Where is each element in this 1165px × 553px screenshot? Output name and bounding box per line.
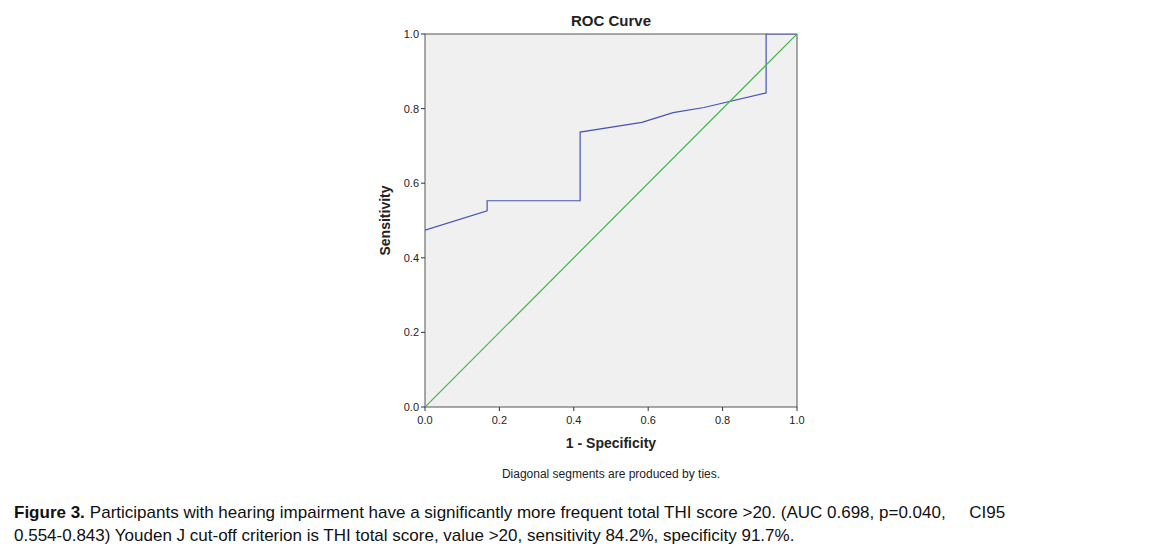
series-line: [425, 34, 797, 230]
y-tick-label: 0.2: [404, 326, 419, 338]
x-tick: [499, 407, 500, 411]
note: Diagonal segments are produced by ties.: [502, 467, 720, 481]
y-tick: [421, 257, 425, 258]
caption: Figure 3. Participants with hearing impai…: [14, 503, 1005, 545]
x-tick: [797, 407, 798, 411]
y-tick: [421, 183, 425, 184]
series-group: [425, 34, 797, 407]
y-tick-label: 0.0: [404, 401, 419, 413]
caption-text: 0.554-0.843) Youden J cut-off criterion …: [14, 526, 794, 545]
x-tick: [425, 407, 426, 411]
y-tick: [421, 407, 425, 408]
x-tick: [648, 407, 649, 411]
caption-label: Figure 3.: [14, 503, 85, 522]
y-tick: [421, 34, 425, 35]
y-tick: [421, 332, 425, 333]
title: ROC Curve: [571, 12, 651, 29]
chart: ROC Curve0.00.20.40.60.81.00.00.20.40.60…: [0, 0, 1165, 553]
y-tick-label: 0.8: [404, 103, 419, 115]
y-axis-label: Sensitivity: [377, 185, 393, 255]
series-line: [425, 34, 797, 407]
caption-text: Participants with hearing impairment hav…: [90, 503, 1005, 522]
y-tick: [421, 108, 425, 109]
axes: 0.0 0.2 0.4 0.6 0.8 1.0 0.0 0.2 0.4 0.6 0.8 1.0: [404, 28, 805, 426]
y-tick-label: 0.6: [404, 177, 419, 189]
y-tick-label: 1.0: [404, 28, 419, 40]
x-tick-label: 0.8: [715, 414, 730, 426]
x-tick-label: 1.0: [789, 414, 804, 426]
plot-area: [425, 34, 797, 407]
x-tick-label: 0.4: [566, 414, 581, 426]
x-tick: [573, 407, 574, 411]
x-tick-label: 0.2: [492, 414, 507, 426]
y-tick-label: 0.4: [404, 252, 419, 264]
x-tick-label: 0.0: [417, 414, 432, 426]
x-axis-label: 1 - Specificity: [566, 435, 656, 451]
x-tick: [722, 407, 723, 411]
x-tick-label: 0.6: [641, 414, 656, 426]
